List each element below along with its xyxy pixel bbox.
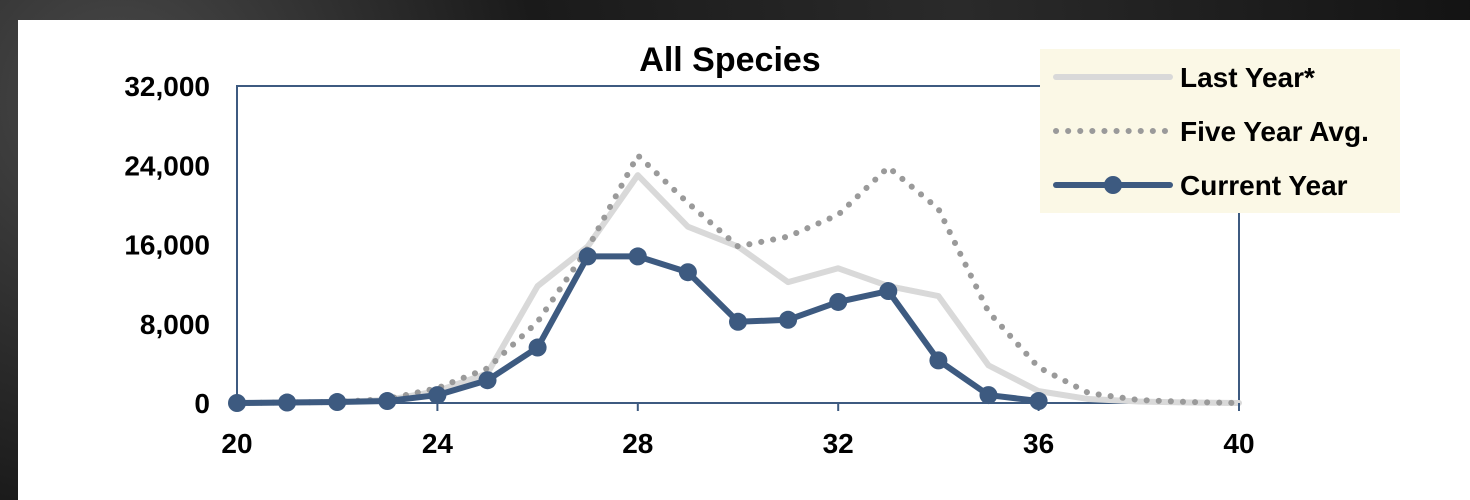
legend: Last Year* Five Year Avg. Current Year: [1040, 49, 1400, 213]
data-point: [729, 312, 747, 331]
line-chart: 20 24 28 32 36 40 32,000 24,000 16,000 8,000 0 All…: [124, 41, 1400, 459]
x-tick-label: 36: [1023, 428, 1054, 459]
data-point: [1029, 392, 1048, 411]
legend-item: Current Year: [1053, 170, 1348, 201]
legend-marker: [1104, 176, 1122, 194]
y-tick-label: 0: [194, 388, 210, 419]
x-tick-label: 28: [622, 428, 653, 459]
legend-label: Current Year: [1180, 170, 1348, 201]
data-point: [328, 393, 347, 412]
chart-title: All Species: [639, 41, 820, 79]
series-five-year-avg: [234, 152, 1242, 406]
data-point: [428, 386, 447, 405]
data-point: [278, 393, 297, 412]
legend-item: Last Year*: [1053, 62, 1315, 93]
x-tick-label: 20: [221, 428, 252, 459]
y-tick-label: 16,000: [124, 230, 210, 261]
y-tick-label: 32,000: [124, 71, 210, 102]
x-tick-label: 32: [823, 428, 854, 459]
legend-item: Five Year Avg.: [1053, 116, 1369, 147]
data-point: [378, 392, 397, 411]
series-current-year: [228, 247, 1048, 412]
legend-label: Last Year*: [1180, 62, 1315, 93]
legend-label: Five Year Avg.: [1180, 116, 1369, 147]
data-point: [478, 371, 497, 390]
series-line: [234, 152, 1242, 406]
data-point: [678, 263, 697, 282]
data-point: [929, 351, 948, 370]
axis-layer: 20 24 28 32 36 40 32,000 24,000 16,000 8,000 0: [124, 71, 1254, 459]
x-tick-label: 40: [1223, 428, 1254, 459]
data-point: [829, 292, 848, 311]
data-point: [879, 282, 898, 301]
x-tick-label: 24: [422, 428, 454, 459]
series-layer: [228, 152, 1242, 412]
y-tick-label: 8,000: [140, 309, 210, 340]
data-point: [628, 247, 647, 266]
data-point: [528, 338, 547, 357]
data-point: [779, 310, 798, 329]
data-point: [979, 386, 998, 405]
data-point: [578, 247, 597, 266]
chart-panel: 20 24 28 32 36 40 32,000 24,000 16,000 8,000 0 All…: [18, 20, 1470, 500]
y-tick-label: 24,000: [124, 150, 210, 181]
